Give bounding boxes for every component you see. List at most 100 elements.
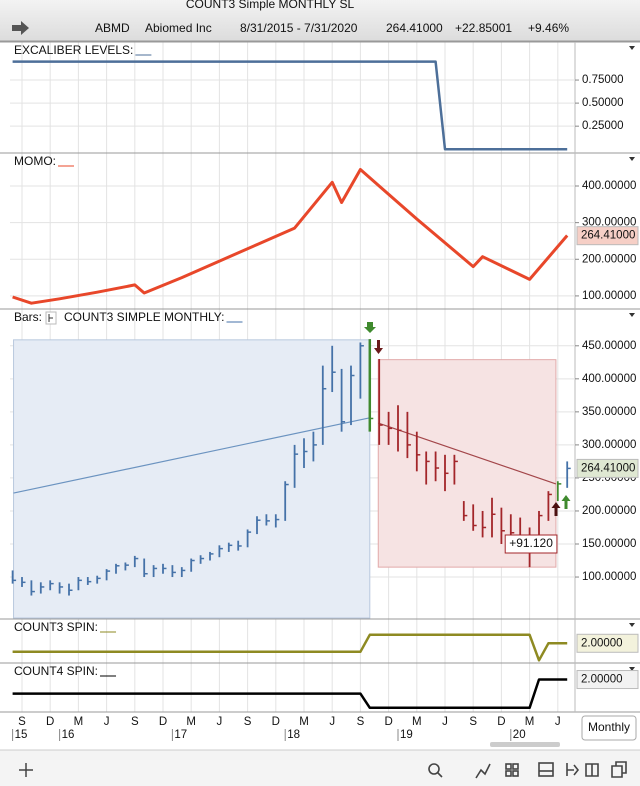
last-value-label: 2.00000: [581, 637, 623, 649]
series-line: [12, 678, 568, 710]
x-tick-label: S: [131, 716, 139, 728]
y-tick-label: 300.00000: [582, 439, 636, 451]
x-tick-label: D: [159, 716, 167, 728]
x-tick-label: J: [329, 716, 335, 728]
x-tick-label: M: [525, 716, 535, 728]
date-range: 8/31/2015 - 7/31/2020: [240, 21, 358, 35]
last-value-label: 264.41000: [581, 462, 635, 474]
y-tick-label: 150.00000: [582, 538, 636, 550]
year-label: 20: [513, 729, 526, 741]
draw-icon[interactable]: [475, 763, 491, 779]
signal-arrow: [364, 322, 376, 333]
zone: [377, 359, 557, 568]
x-tick-label: M: [74, 716, 84, 728]
year-label: 15: [15, 729, 28, 741]
zone: [13, 339, 371, 619]
panel-menu[interactable]: [629, 313, 635, 317]
last-value-tag: [576, 458, 639, 478]
y-tick-label: 0.75000: [582, 74, 624, 86]
x-tick-label: J: [442, 716, 448, 728]
last-value-label: 2.00000: [581, 674, 623, 686]
grid-icon[interactable]: [512, 770, 519, 777]
grid-icon[interactable]: [505, 763, 512, 770]
x-tick-label: S: [357, 716, 365, 728]
y-tick-label: 300.00000: [582, 217, 636, 229]
y-tick-label: 400.00000: [582, 373, 636, 385]
last-value-label: 264.41000: [581, 230, 635, 242]
y-tick-label: 450.00000: [582, 340, 636, 352]
company: Abiomed Inc: [145, 21, 212, 35]
percent-change: +9.46%: [528, 21, 569, 35]
period-button[interactable]: [581, 715, 637, 741]
x-tick-label: S: [244, 716, 252, 728]
x-tick-label: M: [299, 716, 309, 728]
y-tick-label: 100.00000: [582, 571, 636, 583]
trend-line: [13, 417, 370, 494]
net-change: +22.85001: [455, 21, 512, 35]
x-tick-label: D: [384, 716, 392, 728]
panel-menu[interactable]: [629, 157, 635, 161]
y-tick-label: 0.50000: [582, 97, 624, 109]
y-tick-label: 100.00000: [582, 290, 636, 302]
x-tick-label: J: [555, 716, 561, 728]
year-label: 18: [287, 729, 300, 741]
series-line: [12, 168, 569, 305]
study-label: COUNT3 SIMPLE MONTHLY:: [64, 310, 224, 324]
toolbar: [0, 750, 640, 786]
search-icon-handle[interactable]: [437, 772, 443, 778]
x-tick-label: D: [497, 716, 505, 728]
last-value-tag: [576, 670, 639, 690]
window-title: COUNT3 Simple MONTHLY SL: [186, 0, 355, 11]
series-line: [12, 60, 568, 151]
y-tick-label: 0.25000: [582, 120, 624, 132]
x-tick-label: S: [469, 716, 477, 728]
series-line: [12, 633, 568, 662]
panel-menu[interactable]: [629, 623, 635, 627]
panel-label: MOMO:: [14, 154, 56, 168]
bar-style-glyph: [48, 314, 54, 322]
y-tick-label: 200.00000: [582, 505, 636, 517]
search-icon[interactable]: [428, 763, 440, 775]
panel-menu[interactable]: [629, 667, 635, 671]
x-tick-label: M: [412, 716, 422, 728]
panel-label: COUNT4 SPIN:: [14, 664, 98, 678]
x-tick-label: M: [186, 716, 196, 728]
book-icon[interactable]: [585, 763, 599, 777]
add-button[interactable]: [19, 763, 33, 777]
grid-icon[interactable]: [512, 763, 519, 770]
signal-arrow: [374, 340, 383, 354]
year-label: 19: [400, 729, 413, 741]
copy-icon[interactable]: [611, 761, 627, 778]
x-tick-label: D: [272, 716, 280, 728]
year-label: 17: [174, 729, 187, 741]
panel-label: COUNT3 SPIN:: [14, 620, 98, 634]
last-value-tag: [576, 633, 639, 653]
last-price: 264.41000: [386, 21, 443, 35]
y-tick-label: 350.00000: [582, 406, 636, 418]
year-label: 16: [62, 729, 75, 741]
grid-icon[interactable]: [505, 770, 512, 777]
panel-menu[interactable]: [629, 46, 635, 50]
annotation-box: [504, 534, 558, 554]
header-bar: [0, 0, 640, 41]
panel-label: EXCALIBER LEVELS:: [14, 43, 133, 57]
symbol: ABMD: [95, 21, 130, 35]
split-icon[interactable]: [566, 763, 580, 776]
share-icon[interactable]: [12, 21, 29, 35]
marks: S D M J S D M J S D M J S D M J S D M J 15 16 17 18 19 20 EXCALIBE…: [11, 43, 639, 741]
panel-label: Bars:: [14, 310, 42, 324]
x-tick-label: S: [18, 716, 26, 728]
period-label[interactable]: Monthly: [588, 720, 630, 734]
scrollbar[interactable]: [490, 742, 560, 747]
x-tick-label: J: [104, 716, 110, 728]
panel-icon[interactable]: [538, 762, 554, 777]
x-tick-label: J: [217, 716, 223, 728]
y-tick-label: 400.00000: [582, 180, 636, 192]
last-value-tag: [576, 226, 639, 246]
y-tick-label: 200.00000: [582, 253, 636, 265]
x-tick-label: D: [46, 716, 54, 728]
signal-arrow: [561, 495, 571, 509]
signal-arrow: [551, 502, 561, 516]
